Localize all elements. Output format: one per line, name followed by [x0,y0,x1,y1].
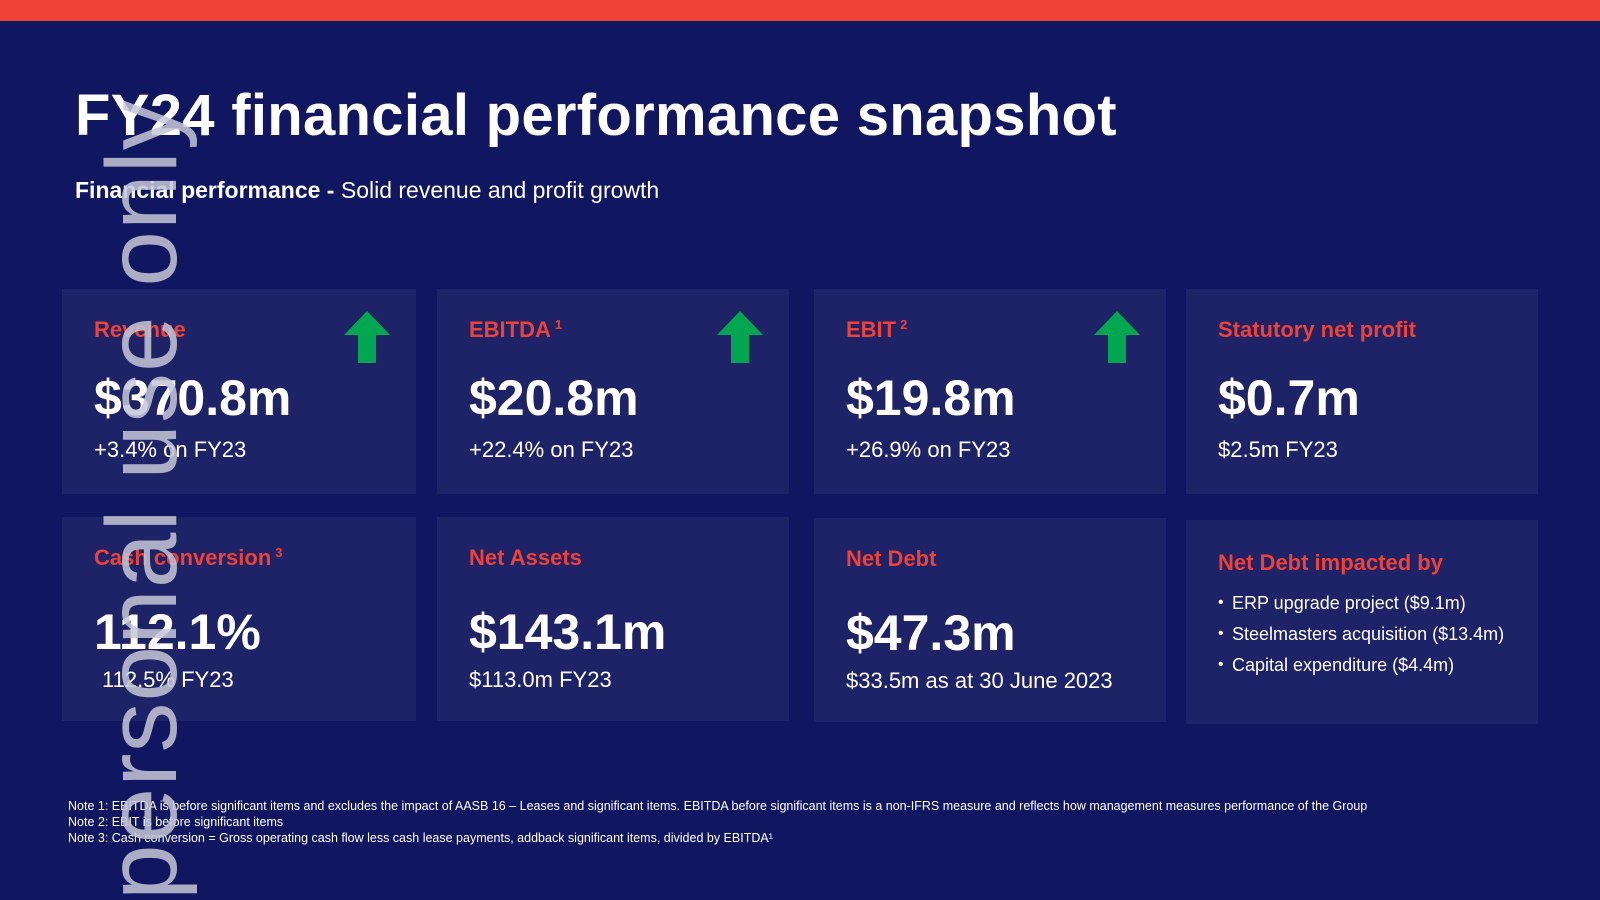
card-value: $143.1m [469,604,667,660]
list-item: Capital expenditure ($4.4m) [1218,654,1518,676]
footnotes: Note 1: EBITDA is before significant ite… [68,798,1578,846]
card-sub: $2.5m FY23 [1218,437,1338,462]
net-debt-impacts-card: Net Debt impacted by ERP upgrade project… [1186,520,1538,724]
card-sub: $33.5m as at 30 June 2023 [846,668,1113,693]
card-sub: $113.0m FY23 [469,667,612,692]
footnote-ref: 3 [275,545,283,560]
card-value: $19.8m [846,370,1016,426]
card-value: 112.1% [94,604,261,660]
up-arrow-icon [717,311,763,363]
footnote-ref: 2 [900,317,908,332]
footnote-2: Note 2: EBIT is before significant items [68,815,284,829]
card-label: Revenue [94,317,186,342]
statutory-net-profit-card: Statutory net profit $0.7m $2.5m FY23 [1186,289,1538,494]
subtitle-bold: Financial performance - [75,177,335,203]
card-label: Net Debt impacted by [1218,550,1443,575]
up-arrow-icon [1094,311,1140,363]
subtitle-rest: Solid revenue and profit growth [340,177,660,203]
card-label: Cash conversion 3 [94,545,283,570]
footnote-1: Note 1: EBITDA is before significant ite… [68,799,1368,813]
net-debt-card: Net Debt $47.3m $33.5m as at 30 June 202… [814,518,1166,722]
card-sub: +22.4% on FY23 [469,437,634,462]
card-label: EBIT 2 [846,317,908,342]
card-sub: +3.4% on FY23 [94,437,247,462]
list-item: Steelmasters acquisition ($13.4m) [1218,623,1518,645]
card-sub: +26.9% on FY23 [846,437,1011,462]
revenue-card: Revenue $370.8m +3.4% on FY23 [62,289,416,494]
card-value: $20.8m [469,370,639,426]
card-value: $370.8m [94,370,292,426]
up-arrow-icon [344,311,390,363]
ebitda-card: EBITDA 1 $20.8m +22.4% on FY23 [437,289,789,494]
net-assets-card: Net Assets $143.1m $113.0m FY23 [437,517,789,721]
watermark-text: personal use only [86,99,198,900]
card-sub: 112.5% FY23 [102,667,234,692]
page-title: FY24 financial performance snapshot [75,83,1117,148]
card-label: EBITDA 1 [469,317,563,342]
card-label: Net Assets [469,545,582,570]
ebit-card: EBIT 2 $19.8m +26.9% on FY23 [814,289,1166,494]
top-accent-bar [0,0,1600,21]
impacts-list: ERP upgrade project ($9.1m) Steelmasters… [1218,592,1518,685]
cash-conversion-card: Cash conversion 3 112.1% 112.5% FY23 [62,517,416,721]
footnote-3: Note 3: Cash conversion = Gross operatin… [68,831,773,845]
list-item: ERP upgrade project ($9.1m) [1218,592,1518,614]
footnote-ref: 1 [554,317,563,332]
card-value: $47.3m [846,605,1016,661]
card-value: $0.7m [1218,370,1360,426]
card-label: Net Debt [846,546,937,571]
page-subtitle: Financial performance - Solid revenue an… [75,177,659,204]
card-label: Statutory net profit [1218,317,1416,342]
